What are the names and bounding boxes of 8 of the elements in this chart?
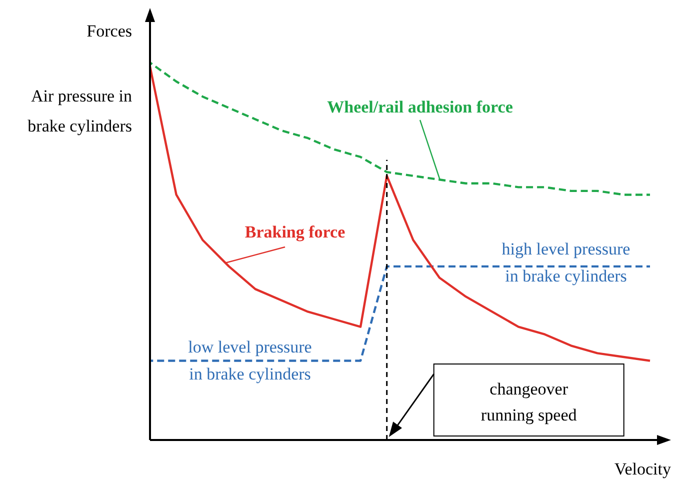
series-label: Braking force	[244, 222, 346, 242]
series-label: Wheel/rail adhesion force	[327, 97, 514, 116]
annotation: low level pressure in brake cylinders	[188, 337, 312, 384]
x-axis-title: Velocity	[614, 459, 672, 478]
y-axis-title: Forces	[86, 21, 132, 40]
annotation: high level pressure in brake cylinders	[502, 239, 630, 286]
annotation: changeover running speed	[480, 379, 578, 424]
text: Air pressure in brake cylinders	[28, 86, 132, 136]
